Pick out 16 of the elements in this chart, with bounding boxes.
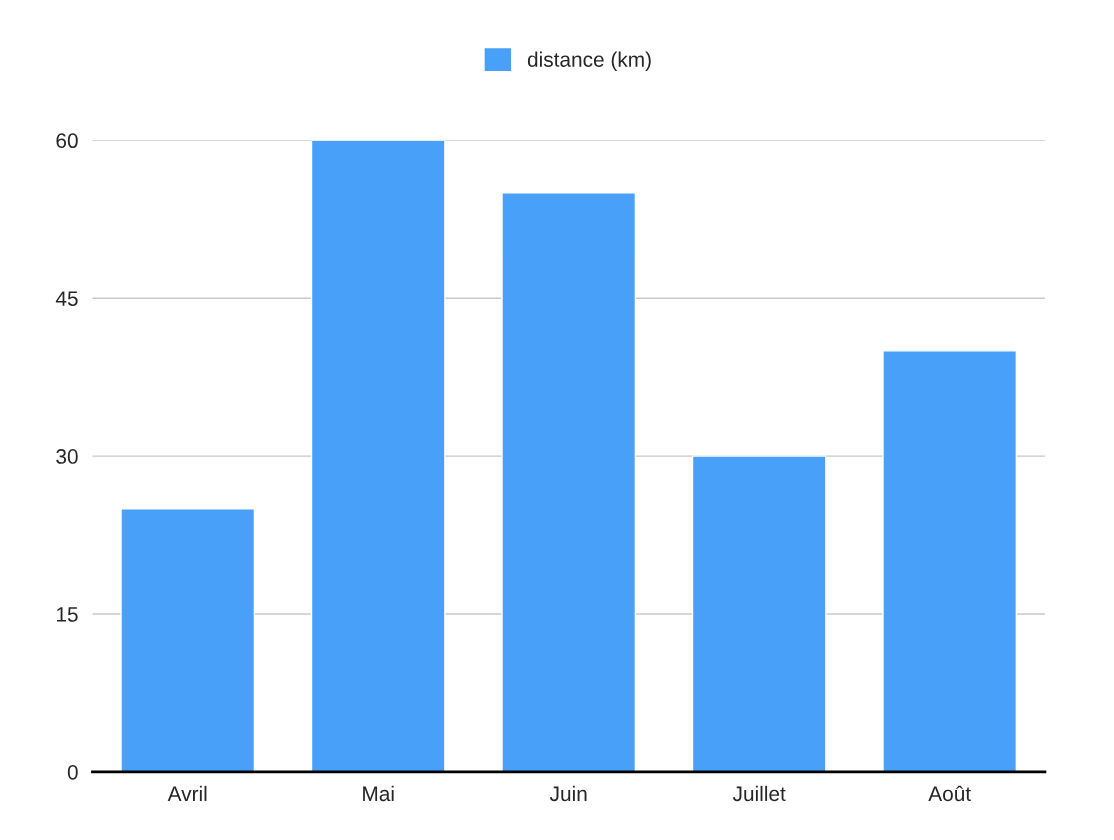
y-tick-label: 30: [56, 449, 78, 464]
bar: [691, 455, 827, 772]
bar: [310, 140, 446, 772]
y-tick-label: 45: [55, 291, 78, 306]
legend-label: distance (km): [527, 51, 651, 71]
y-tick-label: 0: [67, 764, 78, 780]
x-tick-label: Juillet: [732, 785, 786, 802]
y-tick-label: 15: [56, 607, 78, 622]
y-tick-label: 60: [56, 133, 78, 149]
bar: [501, 192, 637, 772]
x-tick-label: Août: [928, 785, 971, 802]
x-tick-label: Mai: [363, 785, 394, 802]
bar: [120, 508, 256, 772]
bar: [882, 350, 1018, 772]
x-tick-label: Juin: [549, 785, 587, 802]
x-tick-label: Avril: [167, 785, 207, 801]
